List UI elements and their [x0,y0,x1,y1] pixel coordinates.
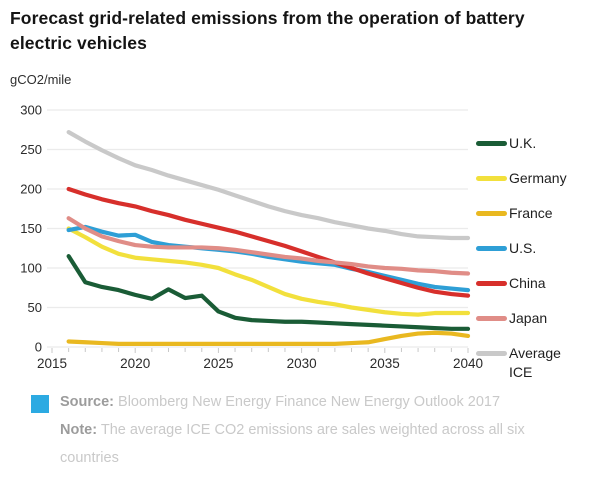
x-tick-label: 2015 [37,356,67,371]
series-line-japan [66,216,471,276]
legend-label: U.S. [509,240,537,256]
legend-label: China [509,275,546,291]
y-tick-label: 200 [20,182,42,197]
legend-item-china: China [476,274,586,293]
source-note-text: Source: Bloomberg New Energy Finance New… [60,388,585,472]
source-value: Bloomberg New Energy Finance New Energy … [118,394,501,410]
series-line-germany [66,226,471,317]
legend-swatch-icon [476,351,507,356]
y-axis-unit-label: gCO2/mile [10,72,72,87]
legend-item-france: France [476,204,586,223]
series-line-u-s [66,224,471,293]
chart-title: Forecast grid-related emissions from the… [10,8,525,53]
y-tick-label: 50 [28,300,42,315]
legend-swatch-icon [476,316,507,321]
emissions-line-chart: 0 50 100 150 200 250 300 2015 2020 2025 2030 2035 20… [20,103,483,372]
series-line-china [66,186,471,298]
legend-item-japan: Japan [476,309,586,328]
y-tick-label: 250 [20,142,42,157]
legend-item-germany: Germany [476,169,586,188]
legend-swatch-icon [476,281,507,286]
x-tick-label: 2040 [453,356,483,371]
chart-legend: U.K. Germany France U.S. China Japan Average I… [476,134,586,398]
y-tick-label: 100 [20,261,42,276]
series-line-u-k [66,254,471,331]
legend-label: Japan [509,310,548,326]
legend-item-average-ice: Average ICE [476,344,586,382]
legend-label: Average ICE [509,345,561,380]
source-label: Source: [60,394,114,410]
legend-swatch-icon [476,176,507,181]
note-label: Note: [60,422,98,438]
legend-label: U.K. [509,135,537,151]
legend-swatch-icon [476,211,507,216]
y-tick-label: 0 [35,340,42,355]
legend-label: Germany [509,170,567,186]
brand-square-icon [31,395,49,413]
y-tick-label: 300 [20,103,42,118]
series-line-france [66,330,471,346]
legend-swatch-icon [476,246,507,251]
note-value: The average ICE CO2 emissions are sales … [60,422,525,466]
x-tick-label: 2035 [370,356,400,371]
y-tick-label: 150 [20,221,42,236]
legend-item-u-s: U.S. [476,239,586,258]
x-tick-label: 2025 [203,356,233,371]
series-line-average-ice [66,130,471,241]
legend-label: France [509,205,553,221]
legend-swatch-icon [476,141,507,146]
legend-item-u-k: U.K. [476,134,586,153]
x-tick-label: 2020 [120,356,150,371]
x-tick-label: 2030 [287,356,317,371]
